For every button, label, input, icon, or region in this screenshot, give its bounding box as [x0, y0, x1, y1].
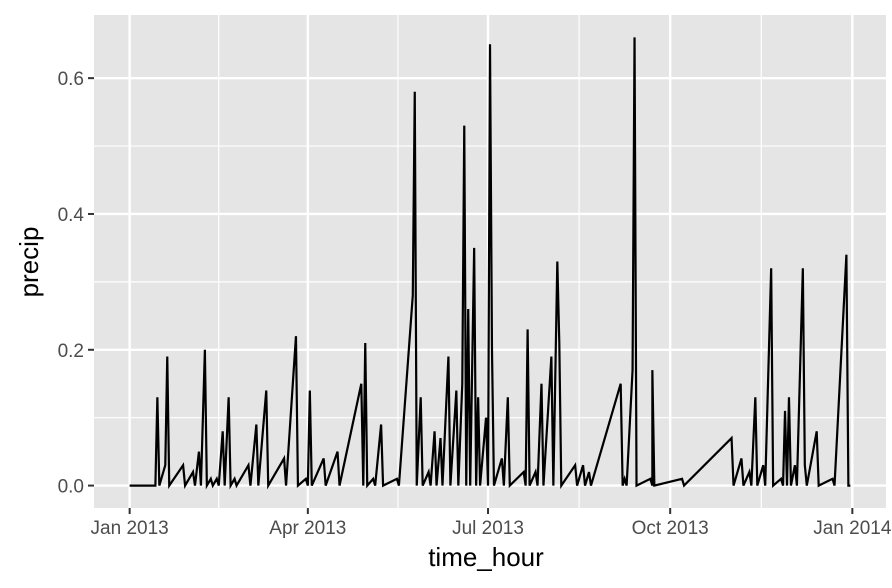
y-tick-label: 0.2 — [58, 341, 84, 362]
x-axis-title: time_hour — [428, 542, 544, 572]
y-tick-label: 0.4 — [58, 205, 85, 226]
x-tick-label: Jan 2014 — [813, 518, 892, 539]
series-line — [129, 37, 851, 490]
y-axis: 0.0 0.2 0.4 0.6 — [58, 69, 94, 498]
y-tick-label: 0.6 — [58, 69, 84, 90]
series-group — [129, 37, 851, 490]
y-axis-title: precip — [14, 227, 44, 298]
x-tick-label: Oct 2013 — [632, 518, 709, 539]
x-tick-label: Jul 2013 — [452, 518, 524, 539]
x-tick-label: Apr 2013 — [269, 518, 346, 539]
y-tick-label: 0.0 — [58, 477, 84, 498]
x-axis: Jan 2013 Apr 2013 Jul 2013 Oct 2013 Jan 2014 — [91, 508, 892, 539]
x-tick-label: Jan 2013 — [91, 518, 169, 539]
